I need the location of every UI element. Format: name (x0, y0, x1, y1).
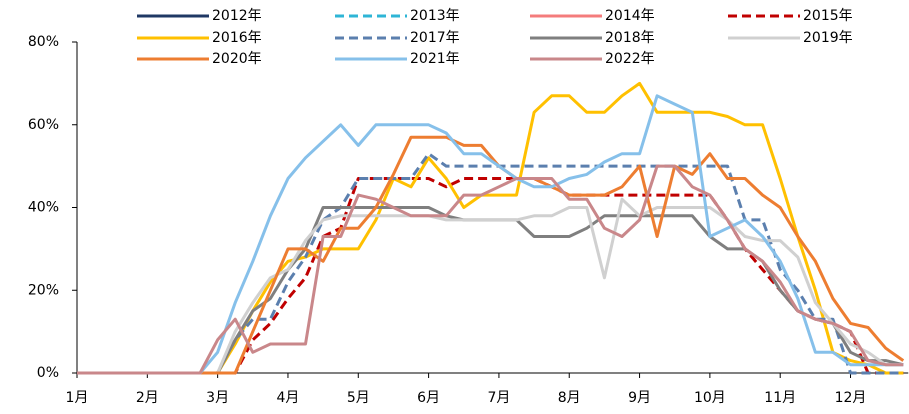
x-tick-label: 5月 (347, 390, 370, 406)
legend-label: 2012年 (212, 8, 262, 24)
series-line (77, 81, 904, 375)
legend-label: 2020年 (212, 51, 262, 67)
y-tick-label: 80% (28, 34, 59, 50)
x-tick-label: 10月 (694, 390, 726, 406)
legend-label: 2019年 (803, 30, 853, 46)
series-line (77, 206, 904, 375)
legend-label: 2015年 (803, 8, 853, 24)
x-tick-label: 7月 (487, 390, 510, 406)
legend-label: 2014年 (605, 8, 655, 24)
legend-label: 2021年 (410, 51, 460, 67)
y-tick-label: 40% (28, 200, 59, 216)
legend-label: 2016年 (212, 30, 262, 46)
series-line (77, 152, 904, 375)
x-tick-label: 8月 (558, 390, 581, 406)
x-tick-label: 3月 (206, 390, 229, 406)
series-line (77, 164, 904, 375)
x-tick-label: 9月 (628, 390, 651, 406)
y-tick-label: 60% (28, 117, 59, 133)
y-tick-label: 20% (28, 282, 59, 298)
series-line (77, 135, 905, 375)
x-tick-label: 4月 (276, 390, 299, 406)
x-tick-label: 6月 (417, 390, 440, 406)
x-tick-label: 1月 (66, 390, 89, 406)
legend-label: 2018年 (605, 30, 655, 46)
legend-label: 2022年 (605, 51, 655, 67)
x-tick-label: 11月 (764, 390, 796, 406)
legend-label: 2017年 (410, 30, 460, 46)
series-line (77, 94, 904, 375)
legend-label: 2013年 (410, 8, 460, 24)
x-tick-label: 12月 (835, 390, 867, 406)
x-tick-label: 2月 (136, 390, 159, 406)
y-tick-label: 0% (37, 365, 59, 381)
